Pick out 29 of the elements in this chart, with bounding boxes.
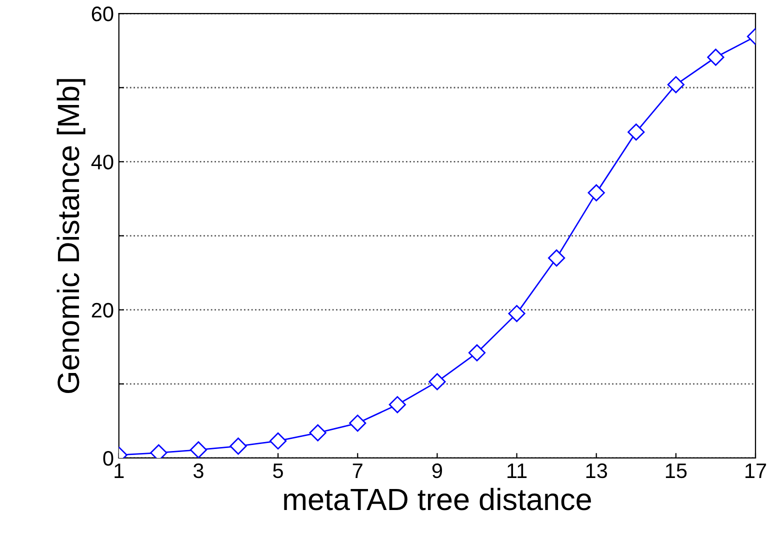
point — [548, 249, 566, 267]
x-tick-label: 5 — [273, 464, 283, 478]
point — [508, 304, 526, 322]
y-tick-label: 0 — [103, 450, 114, 466]
x-tick-label: 9 — [432, 463, 442, 478]
point — [428, 373, 446, 390]
y-axis-title: Genomic Distance [Mb] — [56, 79, 86, 393]
point — [468, 344, 486, 362]
y-tick-label: 40 — [91, 154, 114, 170]
point — [388, 396, 406, 414]
point — [349, 414, 366, 432]
point — [628, 124, 645, 141]
point — [230, 438, 247, 455]
point — [667, 76, 684, 94]
x-tick-label: 7 — [352, 464, 362, 478]
y-tick-label: 20 — [92, 302, 114, 318]
x-tick-label: 17 — [746, 464, 766, 478]
x-tick-label: 15 — [666, 464, 687, 478]
x-tick-label: 1 — [114, 464, 124, 478]
x-tick-label: 3 — [193, 463, 204, 478]
point — [269, 432, 287, 450]
x-tick-label: 13 — [586, 463, 608, 478]
point — [190, 441, 208, 458]
x-tick-label: 11 — [508, 464, 527, 478]
x-axis-title: metaTAD tree distance — [284, 488, 591, 510]
y-tick-label: 60 — [92, 6, 114, 22]
point — [588, 184, 605, 202]
point — [707, 48, 724, 66]
point — [309, 424, 326, 442]
